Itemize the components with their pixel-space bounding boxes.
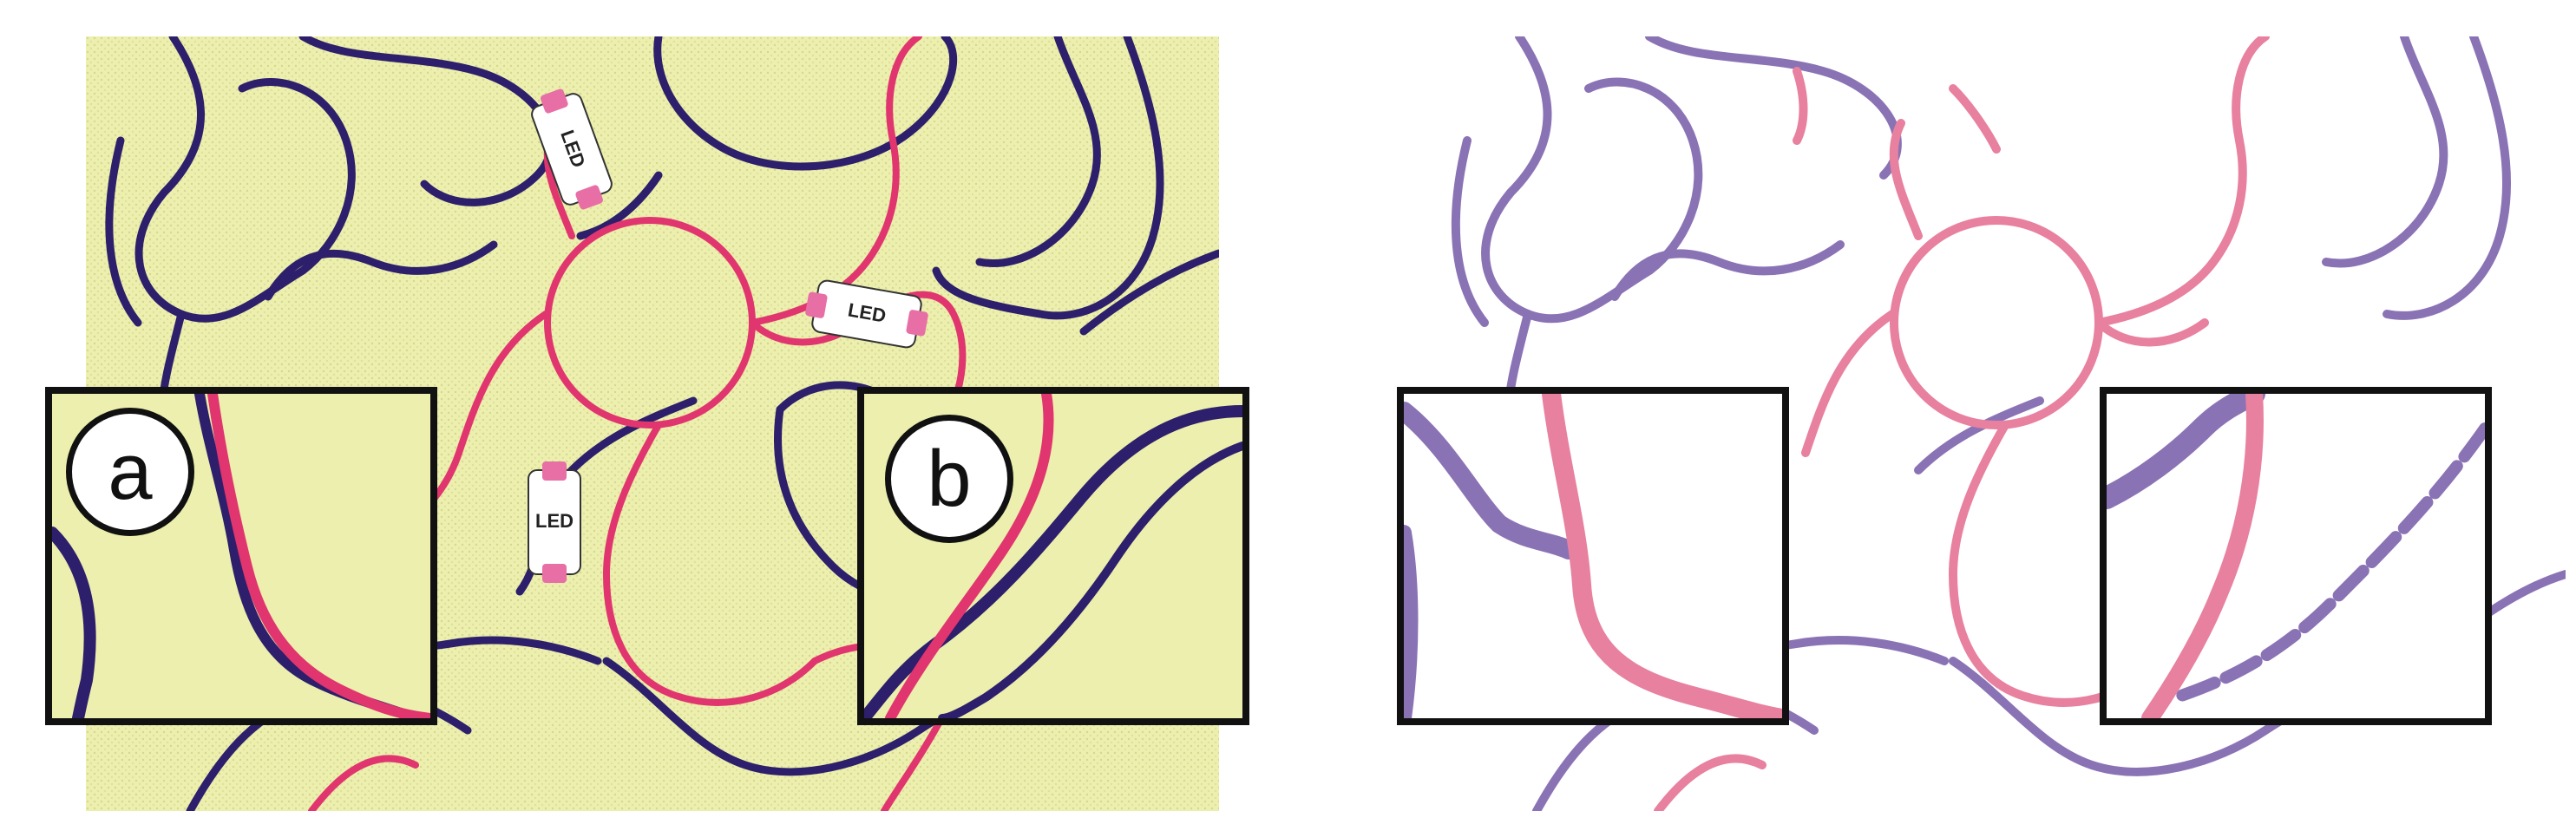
led-label: LED (535, 510, 574, 532)
inset-b-segmented-threads (2107, 394, 2485, 718)
inset-b: b (857, 387, 1249, 725)
inset-label-b: b (885, 415, 1013, 543)
inset-a-segmented (1397, 387, 1789, 725)
inset-a-segmented-threads (1404, 394, 1782, 718)
inset-label-a: a (66, 408, 194, 536)
inset-a: a (45, 387, 437, 725)
led-component-top: LED (531, 88, 613, 210)
inset-b-segmented (2100, 387, 2492, 725)
led-component-bottom: LED (528, 461, 581, 583)
led-component-right: LED (805, 279, 928, 349)
